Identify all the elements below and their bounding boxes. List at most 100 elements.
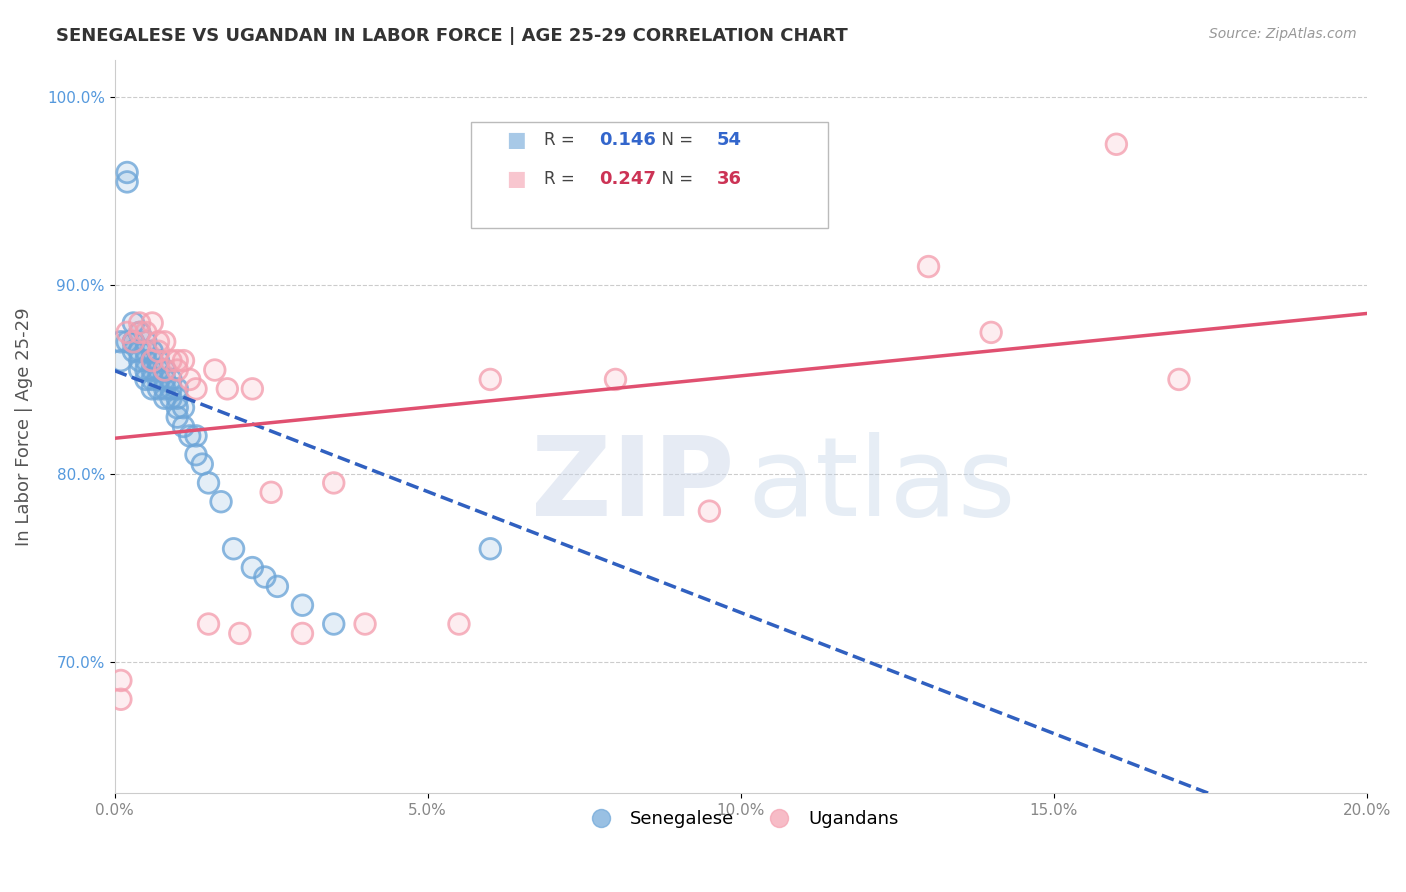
Point xyxy=(128,363,150,377)
Point xyxy=(115,334,138,349)
Point xyxy=(135,326,157,340)
Point xyxy=(166,363,188,377)
Point xyxy=(122,334,145,349)
Text: 54: 54 xyxy=(717,131,742,149)
Point xyxy=(204,363,226,377)
Point xyxy=(291,598,314,612)
Point xyxy=(240,560,263,574)
Point xyxy=(699,504,721,518)
Point xyxy=(160,353,183,368)
Point xyxy=(260,485,283,500)
Point xyxy=(160,382,183,396)
Point xyxy=(148,353,170,368)
Point xyxy=(141,363,163,377)
Point xyxy=(141,382,163,396)
Point xyxy=(148,372,170,386)
Point xyxy=(166,391,188,405)
Point xyxy=(229,626,252,640)
Point xyxy=(160,382,183,396)
Point xyxy=(128,363,150,377)
Point xyxy=(160,372,183,386)
Point xyxy=(122,316,145,330)
Point xyxy=(699,504,721,518)
Point xyxy=(322,617,344,632)
Point xyxy=(135,344,157,359)
Point xyxy=(179,429,201,443)
Point xyxy=(141,353,163,368)
Point xyxy=(148,372,170,386)
Point xyxy=(135,363,157,377)
Point xyxy=(354,617,377,632)
Point xyxy=(917,260,939,274)
Point xyxy=(197,475,219,490)
Point xyxy=(122,334,145,349)
Point xyxy=(1105,137,1128,152)
Text: 0.146: 0.146 xyxy=(599,131,657,149)
Point xyxy=(291,626,314,640)
Point xyxy=(141,382,163,396)
Point xyxy=(172,419,194,434)
Point xyxy=(115,326,138,340)
Point xyxy=(122,316,145,330)
Point xyxy=(141,372,163,386)
Point xyxy=(184,429,207,443)
Point xyxy=(1168,372,1191,386)
Point xyxy=(166,410,188,425)
Point xyxy=(128,316,150,330)
Point xyxy=(166,353,188,368)
Point xyxy=(479,372,502,386)
Text: R =: R = xyxy=(544,170,581,188)
Point xyxy=(166,401,188,415)
Point xyxy=(160,391,183,405)
Text: Source: ZipAtlas.com: Source: ZipAtlas.com xyxy=(1209,27,1357,41)
Point xyxy=(148,344,170,359)
Text: 0.247: 0.247 xyxy=(599,170,657,188)
Point xyxy=(184,448,207,462)
Point xyxy=(153,363,176,377)
Point xyxy=(209,494,232,508)
Point xyxy=(179,429,201,443)
Point xyxy=(204,363,226,377)
Point xyxy=(184,429,207,443)
Point xyxy=(153,334,176,349)
Text: SENEGALESE VS UGANDAN IN LABOR FORCE | AGE 25-29 CORRELATION CHART: SENEGALESE VS UGANDAN IN LABOR FORCE | A… xyxy=(56,27,848,45)
Point xyxy=(128,316,150,330)
Point xyxy=(148,334,170,349)
Point xyxy=(122,344,145,359)
Point xyxy=(1168,372,1191,386)
Point xyxy=(191,457,214,471)
Point xyxy=(128,326,150,340)
Point xyxy=(141,316,163,330)
Point xyxy=(135,334,157,349)
Point xyxy=(141,363,163,377)
Point xyxy=(115,326,138,340)
Text: R =: R = xyxy=(544,131,581,149)
Point xyxy=(197,617,219,632)
Point xyxy=(166,382,188,396)
Point xyxy=(222,541,245,556)
Point xyxy=(479,541,502,556)
Text: N =: N = xyxy=(651,131,697,149)
Point xyxy=(197,475,219,490)
Legend: Senegalese, Ugandans: Senegalese, Ugandans xyxy=(575,803,905,836)
Point xyxy=(209,494,232,508)
Point xyxy=(148,363,170,377)
Point xyxy=(135,353,157,368)
Point xyxy=(128,353,150,368)
Point xyxy=(240,382,263,396)
Point xyxy=(160,353,183,368)
Text: atlas: atlas xyxy=(747,432,1015,539)
Point xyxy=(148,334,170,349)
Point xyxy=(253,570,276,584)
Point xyxy=(222,541,245,556)
Point xyxy=(153,363,176,377)
Point xyxy=(605,203,627,218)
Point xyxy=(148,353,170,368)
Point xyxy=(479,541,502,556)
Point xyxy=(605,372,627,386)
Point xyxy=(260,485,283,500)
Point xyxy=(179,372,201,386)
Point xyxy=(148,382,170,396)
Point xyxy=(135,372,157,386)
Point xyxy=(172,353,194,368)
